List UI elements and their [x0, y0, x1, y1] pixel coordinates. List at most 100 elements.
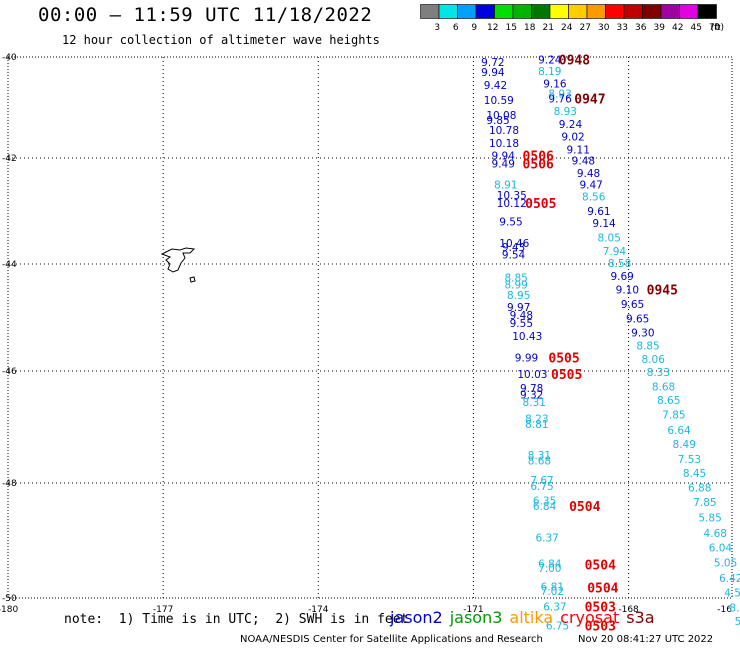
lon-tick-label: -177 — [153, 605, 173, 615]
wave-height-value: 8.06 — [729, 602, 740, 614]
wave-height-value: 9.61 — [587, 206, 610, 218]
pass-time-label: 0505 — [525, 197, 556, 212]
wave-height-value: 6.42 — [719, 573, 740, 585]
wave-height-value: 6.88 — [688, 483, 711, 495]
wave-height-value: 7.67 — [530, 475, 553, 487]
lat-tick-label: -44 — [2, 260, 17, 270]
generated-timestamp: Nov 20 08:41:27 UTC 2022 — [578, 634, 714, 645]
wave-height-value: 10.35 — [497, 190, 527, 202]
colorbar-label: 12 — [487, 23, 498, 33]
wave-height-value: 9.10 — [616, 285, 639, 297]
wave-height-value: 6.75 — [530, 481, 553, 493]
wave-height-value: 8.91 — [494, 180, 517, 192]
wave-height-value: 8.19 — [538, 66, 561, 78]
wave-height-value: 9.69 — [610, 271, 633, 283]
colorbar-label: 42 — [672, 23, 683, 33]
colorbar-bin — [697, 4, 717, 19]
legend-s3a: s3a — [626, 608, 655, 627]
chatham-islands — [160, 247, 196, 283]
wave-height-value: 8.58 — [608, 258, 631, 270]
wave-height-value: 8.31 — [523, 397, 546, 409]
wave-height-value: 8.81 — [525, 419, 548, 431]
pass-time-label: 0504 — [585, 559, 616, 574]
wave-height-value: 6.84 — [533, 501, 557, 513]
wave-height-value: 9.02 — [561, 131, 584, 143]
wave-height-value: 9.42 — [484, 80, 507, 92]
colorbar-label: 24 — [561, 23, 573, 33]
pass-time-label: 0505 — [551, 368, 582, 383]
wave-height-value: 9.94 — [481, 67, 505, 79]
colorbar-unit: (ft) — [710, 23, 724, 33]
wave-height-value: 6.35 — [533, 495, 556, 507]
wave-height-value: 6.84 — [538, 559, 562, 571]
wave-height-value: 9.48 — [577, 168, 600, 180]
wave-height-value: 9.97 — [507, 302, 530, 314]
wave-height-value: 9.24 — [538, 55, 562, 67]
colorbar-label: 70 — [709, 23, 721, 33]
pass-time-label: 0504 — [587, 582, 618, 597]
pass-time-label: 0948 — [559, 54, 590, 69]
wave-height-value: 10.59 — [484, 95, 514, 107]
pass-time-label: 0503 — [585, 600, 616, 615]
wave-height-value: 5.62 — [735, 616, 740, 628]
lon-tick-label: -180 — [0, 605, 18, 615]
credit-text: NOAA/NESDIS Center for Satellite Applica… — [240, 634, 543, 645]
lat-tick-label: -40 — [2, 53, 17, 63]
wave-height-value: 8.05 — [598, 233, 621, 245]
lat-tick-label: -42 — [2, 154, 17, 164]
lon-tick-label: -171 — [463, 605, 483, 615]
wave-height-value: 6.04 — [709, 542, 733, 554]
colorbar: 3 6 9 12 15 18 21 24 27 30 33 36 39 42 45 70(ft) — [420, 4, 724, 33]
wave-height-values: 9.729.949.4210.5910.089.8510.7810.189.94… — [481, 55, 740, 644]
pass-time-label: 0945 — [647, 284, 678, 299]
wave-height-value: 9.30 — [631, 327, 654, 339]
wave-height-value: 8.68 — [528, 456, 551, 468]
colorbar-label: 21 — [543, 23, 554, 33]
map-grid — [8, 57, 732, 598]
legend-jason2: jason2 — [390, 608, 443, 627]
wave-height-value: 10.78 — [489, 125, 519, 137]
wave-height-value: 10.43 — [512, 331, 542, 343]
wave-height-value: 9.78 — [520, 383, 543, 395]
wave-height-value: 9.49 — [492, 158, 515, 170]
wave-height-value: 9.11 — [567, 144, 590, 156]
colorbar-label: 36 — [635, 23, 647, 33]
wave-height-value: 8.68 — [652, 382, 675, 394]
colorbar-label: 45 — [691, 23, 702, 33]
wave-height-value: 8.95 — [507, 290, 530, 302]
wave-height-value: 9.76 — [548, 93, 572, 105]
colorbar-label: 30 — [598, 23, 610, 33]
legend-altika: altika — [509, 608, 554, 627]
legend-jason3: jason3 — [449, 608, 503, 627]
wave-height-value: 8.65 — [657, 395, 680, 407]
wave-height-value: 4.68 — [704, 528, 727, 540]
wave-height-value: 10.12 — [497, 198, 527, 210]
wave-height-value: 9.24 — [559, 119, 583, 131]
wave-height-value: 8.23 — [525, 414, 548, 426]
colorbar-label: 27 — [580, 23, 591, 33]
lon-tick-label: -174 — [308, 605, 329, 615]
satellite-legend: jason2 jason3 altika cryosat s3a — [390, 608, 662, 627]
wave-height-value: 6.64 — [667, 425, 691, 437]
colorbar-label: 15 — [506, 23, 517, 33]
wave-height-value: 9.54 — [502, 249, 526, 261]
wave-height-value: 4.55 — [724, 587, 740, 599]
colorbar-label: 18 — [524, 23, 536, 33]
wave-height-value: 10.08 — [486, 110, 516, 122]
wave-height-value: 8.56 — [582, 192, 606, 204]
wave-height-value: 10.18 — [489, 138, 519, 150]
wave-height-value: 6.37 — [543, 601, 566, 613]
wave-height-value: 8.45 — [683, 468, 706, 480]
page-title: 00:00 – 11:59 UTC 11/18/2022 — [38, 4, 373, 26]
wave-height-value: 9.48 — [572, 156, 595, 168]
colorbar-label: 3 — [434, 23, 440, 33]
wave-height-value: 10.46 — [499, 238, 529, 250]
wave-height-value: 9.85 — [486, 115, 509, 127]
wave-height-value: 9.32 — [520, 390, 543, 402]
wave-height-value: 8.85 — [636, 340, 659, 352]
wave-height-value: 9.48 — [510, 310, 533, 322]
lat-tick-label: -48 — [2, 479, 17, 489]
wave-height-value: 7.85 — [662, 410, 685, 422]
wave-height-value: 9.94 — [492, 150, 516, 162]
pass-time-label: 0505 — [548, 352, 579, 367]
